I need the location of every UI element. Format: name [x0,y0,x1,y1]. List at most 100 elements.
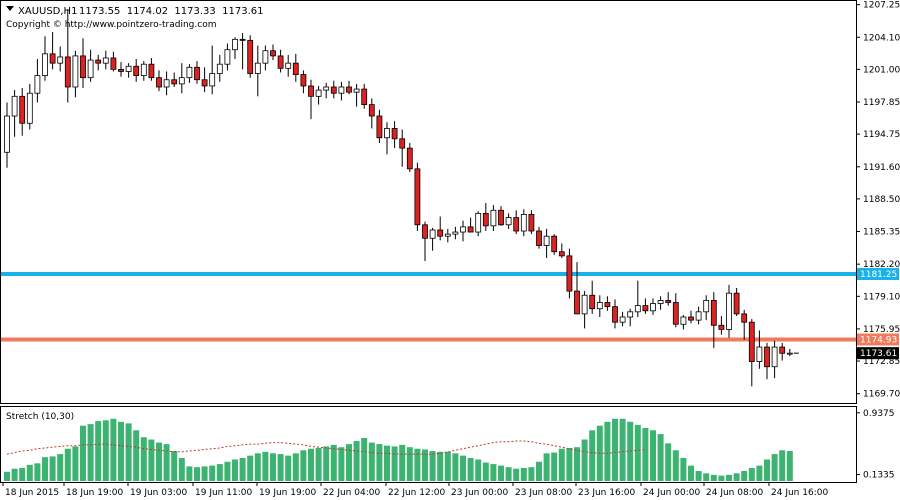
candle-body [399,138,406,149]
time-tick-label: 23 Jun 08:00 [515,488,572,498]
indicator-bar [353,441,360,481]
price-axis: 1207.25 1204.10 1201.00 1197.85 1194.75 1191.… [856,1,900,400]
time-tick-label: 19 Jun 19:00 [259,488,316,498]
indicator-bar [376,444,383,481]
level-price-tag [857,333,899,346]
candle-body [186,66,193,79]
candle-body [95,59,102,64]
ohlc-readout: 1173.55 1174.02 1173.33 1173.61 [79,6,263,17]
indicator-bar [156,442,162,481]
candle-body [414,168,421,226]
indicator-bar [604,421,611,481]
dropdown-arrow-icon[interactable] [6,6,14,11]
time-tick-label: 18 Jun 19:00 [66,488,123,498]
time-tick-label: 19 Jun 11:00 [195,488,252,498]
candle-body [254,62,261,74]
candle-body [285,62,292,69]
candle-body [513,217,520,232]
candle-body [64,56,71,88]
indicator-bar [528,467,535,481]
indicator-bar [779,450,786,481]
candle-body [703,300,710,313]
indicator-bar [612,418,618,481]
indicator-bar [642,427,649,481]
price-tick-label: 1185.35 [863,228,900,238]
candle-body [741,313,748,323]
candle-body [42,53,48,76]
indicator-bar [346,444,352,481]
indicator-bar [87,424,94,481]
indicator-bar [589,430,596,481]
indicator-bar [566,447,573,481]
indicator-tick-label: 0.9375 [863,409,895,419]
candle-body [475,212,482,233]
indicator-bar [270,453,276,481]
price-tick-label: 1169.70 [863,390,900,400]
candle-body [505,217,512,226]
indicator-bar [498,465,504,481]
indicator-bar [406,447,413,481]
candle-body [391,128,398,140]
signal-line [6,440,646,455]
time-tick-label: 18 Jun 2015 [5,488,59,498]
indicator-bar [756,465,763,481]
candle-body [156,77,162,88]
candle-body [665,300,672,303]
indicator-bar [11,468,18,481]
time-tick-label: 23 Jun 16:00 [578,488,635,498]
level-price-tag [857,268,899,281]
level-price-tag-label: 1181.25 [860,270,897,280]
indicator-bar [574,447,580,481]
time-tick-label: 19 Jun 03:00 [130,488,187,498]
candle-body [4,115,10,153]
candle-body [300,74,307,87]
indicator-bar [536,461,542,481]
candle-body [406,147,413,170]
indicator-bar [216,464,223,481]
indicator-bar [505,467,512,481]
candle-body [171,79,178,85]
time-tick-label: 22 Jun 04:00 [323,488,380,498]
candle-body [384,128,390,139]
current-price-tag-label: 1173.61 [860,349,897,359]
candle-body [194,66,200,81]
indicator-bar [285,455,292,481]
candle-body [11,95,18,117]
copyright-text: Copyright © http://www.pointzero-trading… [6,20,216,30]
candle-body [543,235,550,246]
indicator-bar [581,439,588,481]
candle-body [566,255,573,292]
candle-body [756,346,763,362]
candle-body [330,86,337,94]
indicator-label: Stretch (10,30) [6,412,74,422]
candle-body [140,63,147,76]
candle-body [536,230,542,246]
indicator-bar [558,448,565,481]
current-price-tag [857,347,899,360]
candle-body [277,55,284,69]
candle-body [748,321,755,362]
candle-body [368,104,375,117]
candle-body [110,57,117,70]
indicator-bar [42,457,48,481]
candle-body [102,57,109,64]
time-tick-label: 24 Jun 08:00 [706,488,763,498]
indicator-bar [148,439,155,481]
candle-body [627,311,634,318]
indicator-bar [102,420,109,481]
candle-body [444,233,451,237]
indicator-bar [368,442,375,481]
candle-body [642,305,649,312]
indicator-bar [726,474,732,481]
candle-body [80,55,86,79]
candle-body [726,292,732,330]
candle-body [467,226,474,233]
candle-body [118,68,124,72]
indicator-bar [444,451,451,481]
candle-body [764,346,770,368]
indicator-bar [26,464,33,481]
symbol-label: XAUUSD,H1 [18,6,77,17]
indicator-bar [414,448,421,481]
indicator-bar [323,446,330,481]
indicator-bar [118,421,124,481]
